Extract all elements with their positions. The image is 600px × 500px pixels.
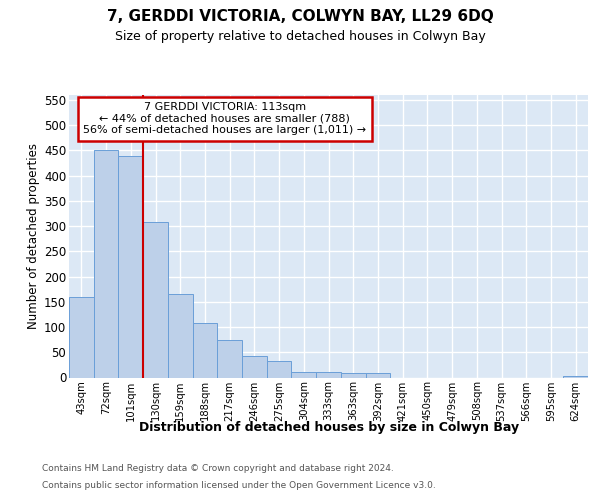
Y-axis label: Number of detached properties: Number of detached properties: [27, 143, 40, 329]
Text: 7 GERDDI VICTORIA: 113sqm
← 44% of detached houses are smaller (788)
56% of semi: 7 GERDDI VICTORIA: 113sqm ← 44% of detac…: [83, 102, 366, 136]
Bar: [365, 374, 390, 378]
Bar: [563, 376, 588, 378]
Bar: [292, 372, 316, 378]
Text: Contains public sector information licensed under the Open Government Licence v3: Contains public sector information licen…: [42, 481, 436, 490]
Bar: [193, 323, 217, 378]
Text: Size of property relative to detached houses in Colwyn Bay: Size of property relative to detached ho…: [115, 30, 485, 43]
Text: 7, GERDDI VICTORIA, COLWYN BAY, LL29 6DQ: 7, GERDDI VICTORIA, COLWYN BAY, LL29 6DQ: [107, 9, 493, 24]
Bar: [242, 356, 267, 378]
Text: Distribution of detached houses by size in Colwyn Bay: Distribution of detached houses by size …: [139, 421, 519, 434]
Bar: [168, 294, 193, 378]
Bar: [316, 372, 341, 378]
Bar: [118, 156, 143, 378]
Bar: [94, 150, 118, 378]
Text: Contains HM Land Registry data © Crown copyright and database right 2024.: Contains HM Land Registry data © Crown c…: [42, 464, 394, 473]
Bar: [69, 297, 94, 378]
Bar: [341, 374, 365, 378]
Bar: [267, 361, 292, 378]
Bar: [217, 340, 242, 378]
Bar: [143, 222, 168, 378]
